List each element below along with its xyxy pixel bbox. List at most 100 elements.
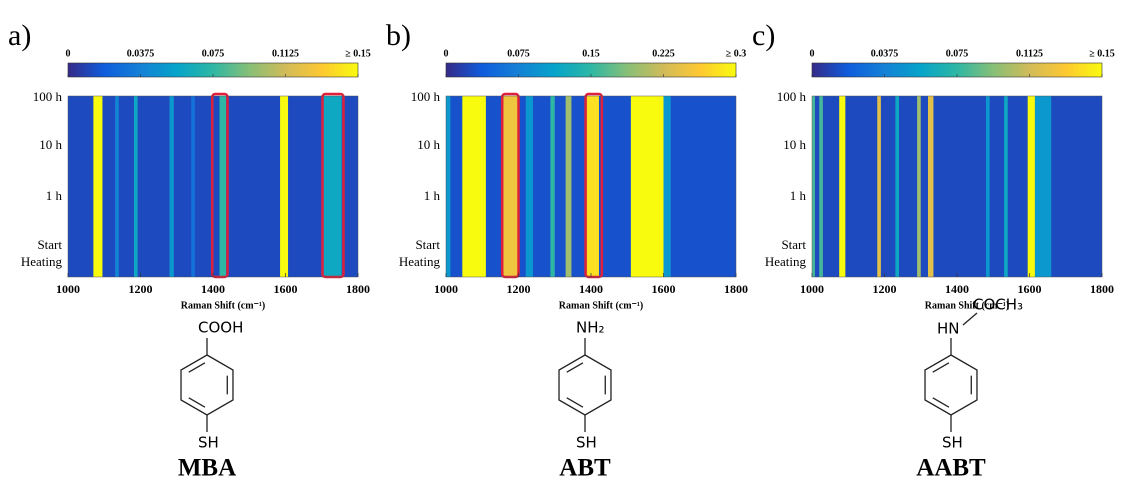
colorbar-tick-label: ≥ 0.15: [1089, 48, 1115, 59]
y-label-box: 100 h: [32, 88, 62, 104]
y-label-box: 10 h: [417, 137, 440, 153]
heatmap-band: [928, 96, 934, 277]
colorbar-tick-label: 0.15: [582, 48, 600, 59]
heatmap-band: [280, 96, 289, 277]
ring-double-bond: [932, 362, 950, 373]
heatmap-band: [895, 96, 899, 277]
x-tick-label: 1200: [129, 282, 153, 296]
heatmap-band: [1034, 96, 1052, 277]
molecule-name: MBA: [178, 455, 236, 482]
heatmap-band: [586, 96, 599, 277]
heatmap-band: [169, 96, 174, 277]
heatmap-band: [503, 96, 518, 277]
bond: [962, 312, 978, 326]
y-tick-label: 10 h: [417, 137, 440, 153]
y-tick-label: Start Heating: [764, 237, 806, 270]
heatmap-background: [812, 96, 1102, 277]
x-tick-label: 1600: [274, 282, 298, 296]
colorbar-tick-label: 0.1125: [1016, 48, 1043, 59]
heatmap-band: [565, 96, 572, 277]
heatmap-band: [986, 96, 990, 277]
panel-label: b): [386, 19, 411, 52]
x-tick-label: 1600: [1018, 282, 1042, 296]
y-tick-label: 10 h: [39, 137, 62, 153]
y-label-box: 10 h: [783, 137, 806, 153]
x-tick-label: 1200: [507, 282, 531, 296]
x-tick-label: 1800: [346, 282, 370, 296]
substituent-group: COCH₃: [973, 296, 1023, 314]
x-tick-label: 1800: [724, 282, 748, 296]
substituent-group: COOH: [198, 319, 243, 337]
x-tick-label: 1400: [945, 282, 969, 296]
colorbar-tick-label: 0.075: [507, 48, 530, 59]
y-label-box: 1 h: [423, 188, 440, 204]
heatmap-band: [550, 96, 555, 277]
benzene-ring: [924, 354, 978, 416]
colorbar-tick-label: 0.225: [652, 48, 675, 59]
colorbar-tick-label: ≥ 0.3: [726, 48, 747, 59]
heatmap-band: [630, 96, 664, 277]
colorbar-tick-label: 0.0375: [127, 48, 155, 59]
heatmap-band: [323, 96, 342, 277]
y-tick-label: 100 h: [32, 88, 62, 104]
x-tick-label: 1000: [434, 282, 458, 296]
x-tick-label: 1200: [873, 282, 897, 296]
ring-double-bond: [932, 397, 950, 408]
heatmap-band: [446, 96, 451, 277]
x-axis-label: Raman Shift (cm⁻¹): [925, 300, 1009, 311]
substituent-group: NH₂: [576, 319, 605, 337]
y-tick-label: Start Heating: [20, 237, 62, 270]
y-label-box: Start Heating: [764, 237, 806, 270]
x-tick-label: 1400: [579, 282, 603, 296]
heatmap-band: [877, 96, 881, 277]
heatmap-band: [1004, 96, 1008, 277]
thiol-group: SH: [198, 434, 219, 452]
heatmap-band: [819, 96, 823, 277]
y-tick-label: 1 h: [789, 188, 806, 204]
heatmap-band: [191, 96, 195, 277]
x-tick-label: 1600: [652, 282, 676, 296]
x-tick-label: 1000: [56, 282, 80, 296]
thiol-group: SH: [942, 434, 963, 452]
heatmap-band: [219, 96, 227, 277]
y-tick-label: 10 h: [783, 137, 806, 153]
y-tick-label: 100 h: [776, 88, 806, 104]
colorbar-tick-label: 0.075: [946, 48, 969, 59]
ring-double-bond: [566, 362, 584, 373]
ring-double-bond: [566, 397, 584, 408]
y-label-box: 1 h: [789, 188, 806, 204]
x-tick-label: 1400: [201, 282, 225, 296]
x-tick-label: 1800: [1090, 282, 1114, 296]
colorbar-tick-label: 0.1125: [272, 48, 299, 59]
y-label-box: 100 h: [410, 88, 440, 104]
heatmap-band: [115, 96, 119, 277]
x-tick-label: 1000: [800, 282, 824, 296]
y-tick-label: 100 h: [410, 88, 440, 104]
heatmap-band: [663, 96, 671, 277]
amine-group: HN: [937, 320, 960, 338]
thiol-group: SH: [576, 434, 597, 452]
colorbar-tick-label: 0: [66, 48, 71, 59]
colorbar-tick-label: 0.075: [202, 48, 225, 59]
colorbar-tick-label: 0: [810, 48, 815, 59]
y-label-box: 10 h: [39, 137, 62, 153]
heatmap-band: [462, 96, 486, 277]
y-label-box: Start Heating: [398, 237, 440, 270]
y-label-box: 100 h: [776, 88, 806, 104]
heatmap-band: [917, 96, 921, 277]
y-label-box: 1 h: [45, 188, 62, 204]
molecule-name: ABT: [559, 455, 611, 482]
heatmap-band: [812, 96, 815, 277]
panel-label: c): [752, 19, 775, 52]
heatmap-band: [133, 96, 138, 277]
panel-label: a): [8, 19, 31, 52]
colorbar-tick-label: 0: [444, 48, 449, 59]
y-tick-label: 1 h: [423, 188, 440, 204]
heatmap-band: [839, 96, 846, 277]
y-tick-label: 1 h: [45, 188, 62, 204]
y-tick-label: Start Heating: [398, 237, 440, 270]
benzene-ring: [180, 354, 234, 416]
benzene-ring: [558, 354, 612, 416]
x-axis-label: Raman Shift (cm⁻¹): [559, 300, 643, 311]
